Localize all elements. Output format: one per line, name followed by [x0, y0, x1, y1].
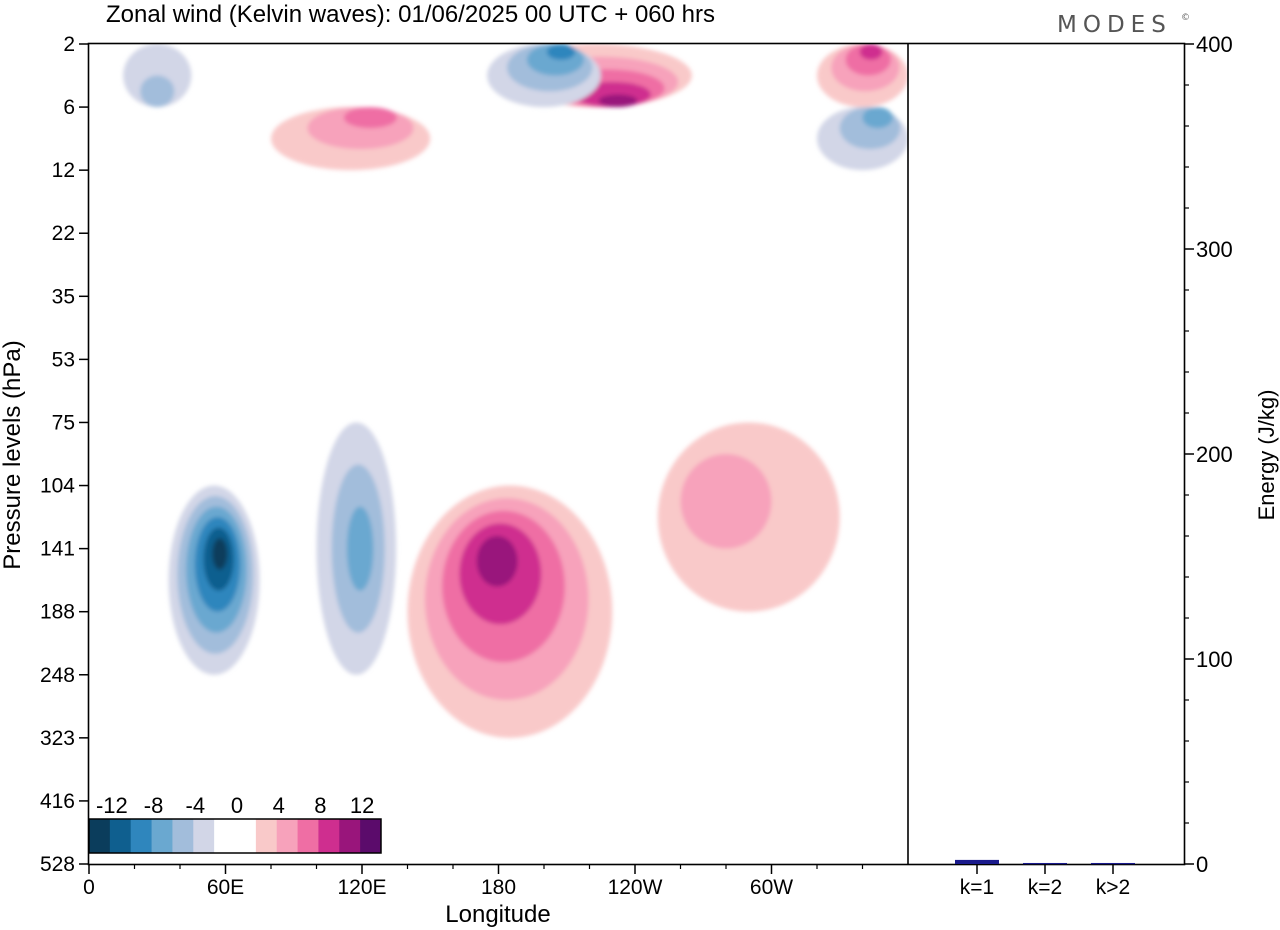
energy-axis-label: Energy (J/kg) — [1254, 390, 1279, 521]
easterly-anomaly-1 — [316, 422, 397, 675]
contour-band — [859, 44, 883, 60]
y-tick-label: 141 — [40, 538, 75, 561]
colorbar-swatch — [109, 819, 132, 853]
colorbar-label: 8 — [314, 793, 326, 818]
colorbar-swatch — [339, 819, 361, 853]
easterly-anomaly-9 — [123, 44, 192, 108]
colorbar-frame — [88, 818, 382, 854]
westerly-anomaly-8 — [271, 107, 431, 171]
y-tick-label: 6 — [63, 96, 75, 119]
y-tick-label: 528 — [40, 853, 75, 876]
easterly-anomaly-5 — [487, 44, 601, 108]
y-axis-label: Pressure levels (hPa) — [0, 340, 26, 569]
colorbar-swatch — [89, 819, 111, 853]
energy-tick-label: 0 — [1196, 852, 1208, 877]
colorbar-swatch — [130, 819, 153, 853]
colorbar-swatch — [318, 819, 340, 853]
contour-band — [680, 454, 772, 549]
energy-bar — [955, 859, 999, 864]
easterly-anomaly-0 — [168, 485, 260, 675]
colorbar-swatch — [360, 819, 382, 853]
bar-category-label: k=1 — [960, 876, 994, 899]
bar-category-label: k>2 — [1096, 876, 1130, 899]
x-axis: 0 60E 120E 180 120W 60W — [83, 864, 864, 899]
energy-bar — [1091, 862, 1135, 865]
energy-tick-label: 100 — [1196, 647, 1233, 672]
colorbar-swatch — [151, 819, 173, 853]
x-axis-label: Longitude — [445, 901, 550, 928]
westerly-anomaly-7 — [817, 44, 908, 108]
plot-frame — [87, 42, 1186, 866]
contour-band — [598, 94, 638, 108]
colorbar-swatch — [172, 819, 194, 853]
y-tick-label: 22 — [52, 222, 75, 245]
bar-category-label: k=2 — [1028, 876, 1062, 899]
wind-field — [123, 44, 908, 738]
colorbar-label: 12 — [350, 793, 374, 818]
westerly-anomaly-2 — [407, 485, 613, 738]
y-tick-label: 53 — [52, 348, 75, 371]
brand-mark: © — [1181, 13, 1196, 23]
colorbar-label: 0 — [231, 793, 243, 818]
energy-axis: 0 100 200 300 400 — [1184, 32, 1233, 877]
contour-band — [346, 506, 374, 591]
x-tick-label: 0 — [83, 876, 95, 899]
colorbar-label: 4 — [273, 793, 285, 818]
y-tick-label: 35 — [52, 285, 75, 308]
colorbar: -12 -8 -4 0 4 8 12 — [88, 793, 382, 854]
y-tick-label: 248 — [40, 664, 75, 687]
y-tick-label: 104 — [40, 475, 75, 498]
easterly-anomaly-6 — [817, 107, 908, 171]
energy-tick-label: 200 — [1196, 442, 1233, 467]
x-tick-label: 120W — [608, 876, 663, 899]
colorbar-swatch — [193, 819, 215, 853]
x-tick-label: 120E — [337, 876, 386, 899]
energy-bars: k=1 k=2 k>2 — [955, 859, 1135, 899]
colorbar-swatch — [276, 819, 299, 853]
y-axis: 2 6 12 22 35 53 75 104 141 188 248 323 416 528 — [40, 33, 89, 876]
y-tick-label: 323 — [40, 727, 75, 750]
westerly-anomaly-3 — [657, 422, 840, 612]
colorbar-swatch — [297, 819, 319, 853]
contour-band — [546, 44, 576, 60]
contour-band — [476, 536, 518, 587]
contour-band — [862, 107, 893, 129]
y-tick-label: 416 — [40, 790, 75, 813]
contour-band — [140, 75, 175, 108]
colorbar-label: -4 — [186, 793, 206, 818]
colorbar-swatch — [255, 819, 278, 853]
x-tick-label: 60W — [750, 876, 793, 899]
x-tick-label: 180 — [481, 876, 516, 899]
brand-logo: MODES — [1057, 12, 1172, 38]
colorbar-swatch — [235, 819, 257, 853]
y-tick-label: 75 — [52, 411, 75, 434]
colorbar-label: -8 — [144, 793, 164, 818]
colorbar-swatch — [214, 819, 236, 853]
energy-tick-label: 400 — [1196, 32, 1233, 57]
colorbar-label: -12 — [96, 793, 128, 818]
energy-tick-label: 300 — [1196, 237, 1233, 262]
chart-title: Zonal wind (Kelvin waves): 01/06/2025 00… — [106, 1, 715, 28]
y-tick-label: 12 — [52, 159, 75, 182]
contour-band — [343, 107, 397, 129]
y-tick-label: 2 — [63, 33, 75, 56]
x-tick-label: 60E — [207, 876, 244, 899]
contour-band — [212, 538, 228, 570]
y-tick-label: 188 — [40, 601, 75, 624]
energy-bar — [1023, 862, 1067, 865]
